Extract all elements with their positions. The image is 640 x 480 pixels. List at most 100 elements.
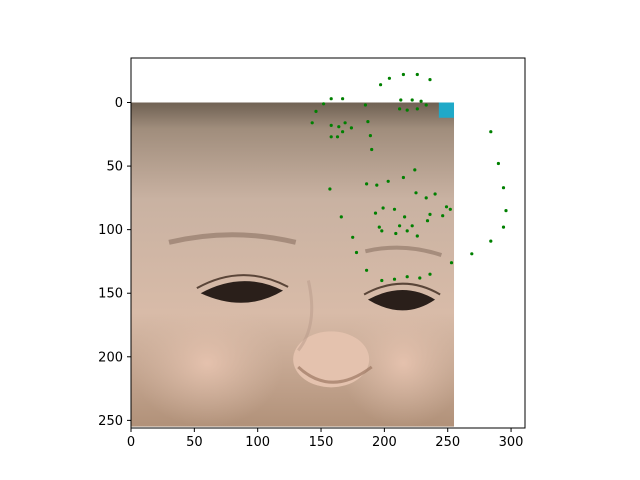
scatter-point	[415, 72, 419, 77]
scatter-point	[449, 261, 454, 265]
scatter-point	[351, 235, 355, 239]
photo-nostrils	[297, 365, 373, 384]
baby-face-photo	[131, 102, 455, 427]
scatter-point	[399, 98, 403, 102]
scatter-point	[329, 123, 333, 127]
photo-eye-left	[200, 281, 284, 303]
scatter-point	[343, 121, 347, 125]
x-tick-label: 300	[499, 435, 524, 450]
photo-hair	[131, 102, 455, 147]
y-tick-label: 100	[98, 223, 123, 238]
x-axis: 0 50 100 150 200 250 300	[127, 428, 524, 450]
scatter-point	[375, 183, 379, 187]
scatter-point	[448, 207, 452, 211]
scatter-point	[405, 229, 409, 233]
scatter-point	[392, 207, 397, 211]
photo-nose-bridge	[297, 280, 314, 352]
scatter-point	[496, 161, 500, 166]
scatter-point	[354, 250, 359, 255]
x-tick-label: 100	[245, 435, 270, 450]
scatter-point	[401, 72, 405, 77]
scatter-point	[425, 219, 430, 223]
scatter-point	[398, 107, 402, 111]
y-tick-label: 0	[115, 96, 123, 111]
photo-eyelid-right	[363, 282, 441, 296]
scatter-point	[363, 103, 367, 107]
scatter-point	[377, 225, 381, 229]
scatter-point	[341, 97, 345, 101]
y-tick-label: 250	[98, 414, 123, 429]
scatter-point	[398, 224, 402, 228]
scatter-point	[387, 76, 391, 80]
scatter-point	[381, 206, 385, 210]
scatter-point	[413, 168, 417, 172]
scatter-point	[504, 209, 508, 213]
scatter-point	[401, 175, 405, 180]
scatter-point	[501, 225, 506, 229]
scatter-point	[386, 179, 390, 183]
scatter-point	[380, 229, 384, 233]
scatter-point	[419, 99, 423, 103]
y-tick-label: 50	[106, 160, 123, 175]
scatter-point	[410, 98, 414, 102]
y-tick-label: 150	[98, 287, 123, 302]
scatter-point	[444, 205, 449, 209]
axes-spines	[130, 57, 526, 429]
scatter-point	[314, 109, 318, 113]
x-tick-label: 0	[127, 435, 135, 450]
scatter-point	[328, 187, 332, 191]
scatter-point	[370, 147, 374, 152]
scatter-point	[379, 83, 383, 87]
y-axis: 0 50 100 150 200 250	[98, 96, 131, 429]
scatter-point	[335, 135, 340, 139]
scatter-series	[310, 72, 508, 283]
scatter-point	[366, 120, 370, 124]
photo-eyebrow-right	[364, 245, 443, 257]
scatter-point	[405, 275, 409, 279]
scatter-point	[365, 268, 369, 272]
scatter-point	[415, 107, 419, 111]
photo-eyelid-left	[196, 274, 289, 290]
scatter-point	[329, 135, 333, 139]
scatter-point	[410, 224, 414, 228]
scatter-point	[418, 276, 422, 280]
scatter-point	[424, 103, 428, 107]
scatter-point	[489, 239, 493, 243]
scatter-point	[349, 126, 353, 130]
x-tick-label: 200	[372, 435, 397, 450]
scatter-point	[470, 252, 474, 256]
scatter-point	[441, 214, 445, 218]
scatter-point	[373, 211, 378, 215]
scatter-point	[489, 130, 493, 134]
photo-eyebrow-left	[168, 232, 297, 245]
scatter-point	[310, 121, 314, 125]
scatter-point	[380, 278, 384, 283]
x-tick-label: 50	[186, 435, 203, 450]
x-tick-label: 150	[309, 435, 334, 450]
scatter-point	[392, 277, 397, 281]
x-tick-label: 250	[435, 435, 460, 450]
scatter-point	[428, 78, 432, 82]
scatter-point	[501, 186, 506, 190]
scatter-point	[329, 97, 333, 101]
scatter-point	[322, 102, 326, 106]
photo-nose	[293, 331, 370, 388]
scatter-point	[337, 125, 341, 129]
scatter-point	[394, 231, 398, 236]
scatter-point	[415, 234, 419, 238]
photo-eye-right	[367, 290, 436, 311]
scatter-point	[403, 215, 407, 219]
scatter-point	[368, 134, 372, 138]
scatter-point	[414, 191, 418, 195]
photo-cheek-right	[340, 299, 455, 427]
photo-cheek-left	[131, 299, 284, 427]
scatter-point	[424, 196, 428, 200]
scatter-point	[428, 272, 432, 276]
scatter-point	[365, 182, 369, 186]
scatter-point	[341, 130, 345, 134]
scatter-point	[428, 212, 432, 216]
scatter-point	[405, 108, 409, 112]
scatter-point	[339, 215, 343, 219]
scatter-point	[433, 192, 437, 196]
